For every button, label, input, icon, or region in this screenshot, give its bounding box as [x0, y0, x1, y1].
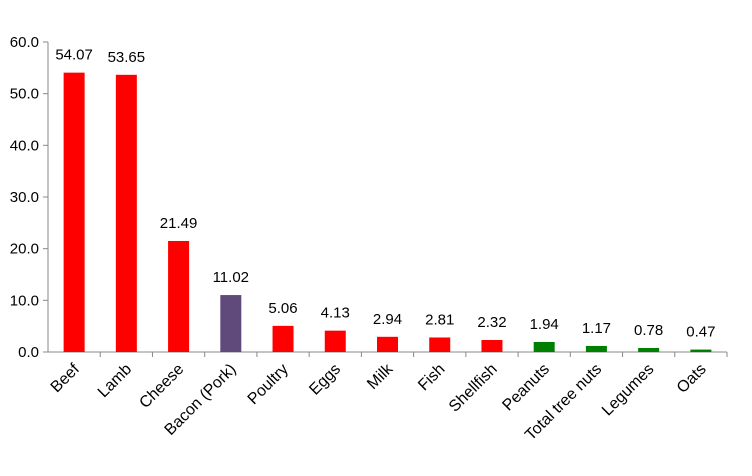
x-tick-label: Cheese: [136, 361, 187, 412]
data-label: 4.13: [321, 305, 350, 322]
x-tick-label: Peanuts: [499, 361, 553, 415]
bar: [168, 240, 190, 352]
y-tick-label: 40.0: [10, 137, 39, 154]
bar: [220, 295, 242, 352]
data-label: 54.07: [55, 47, 93, 64]
x-tick-label: Lamb: [95, 361, 135, 401]
bar: [324, 330, 346, 352]
data-labels: 54.07 53.65 21.49 11.02 5.06 4.13 2.94 2.81 2.32…: [55, 47, 715, 341]
y-tick-label: 0.0: [18, 344, 39, 361]
data-label: 2.81: [425, 311, 454, 328]
bar: [585, 345, 607, 352]
x-tick-label: Oats: [674, 361, 710, 397]
x-tick-label: Poultry: [245, 361, 292, 408]
bar: [115, 74, 137, 352]
bar: [272, 325, 294, 352]
x-tick-label: Beef: [48, 360, 84, 396]
data-label: 11.02: [213, 269, 249, 286]
y-tick-label: 60.0: [10, 34, 39, 51]
y-tick-label: 10.0: [10, 292, 39, 309]
bar: [481, 340, 503, 352]
x-tick-label: Milk: [364, 360, 397, 393]
data-label: 1.17: [582, 320, 611, 337]
x-tick-label: Shellfish: [446, 361, 501, 416]
bar: [533, 341, 555, 352]
y-tick-label: 20.0: [10, 241, 39, 258]
data-label: 2.32: [477, 314, 506, 331]
x-tick-label: Legumes: [599, 361, 658, 420]
y-axis-ticks: 0.0 10.0 20.0 30.0 40.0 50.0 60.0: [10, 34, 48, 361]
axes: [47, 42, 727, 353]
y-tick-label: 50.0: [10, 86, 39, 103]
bar: [638, 347, 660, 352]
data-label: 1.94: [530, 316, 559, 333]
bar: [429, 337, 451, 352]
data-label: 53.65: [108, 49, 146, 66]
x-tick-label: Fish: [415, 361, 448, 394]
data-label: 2.94: [373, 311, 402, 328]
y-tick-label: 30.0: [10, 189, 39, 206]
data-label: 0.78: [634, 322, 663, 339]
bar: [63, 72, 85, 352]
data-label: 0.47: [686, 324, 715, 341]
bar: [377, 336, 398, 352]
data-label: 21.49: [160, 215, 198, 232]
bars: [63, 72, 712, 352]
data-label: 5.06: [268, 300, 297, 317]
x-tick-label: Eggs: [306, 361, 344, 399]
bar: [690, 349, 712, 352]
